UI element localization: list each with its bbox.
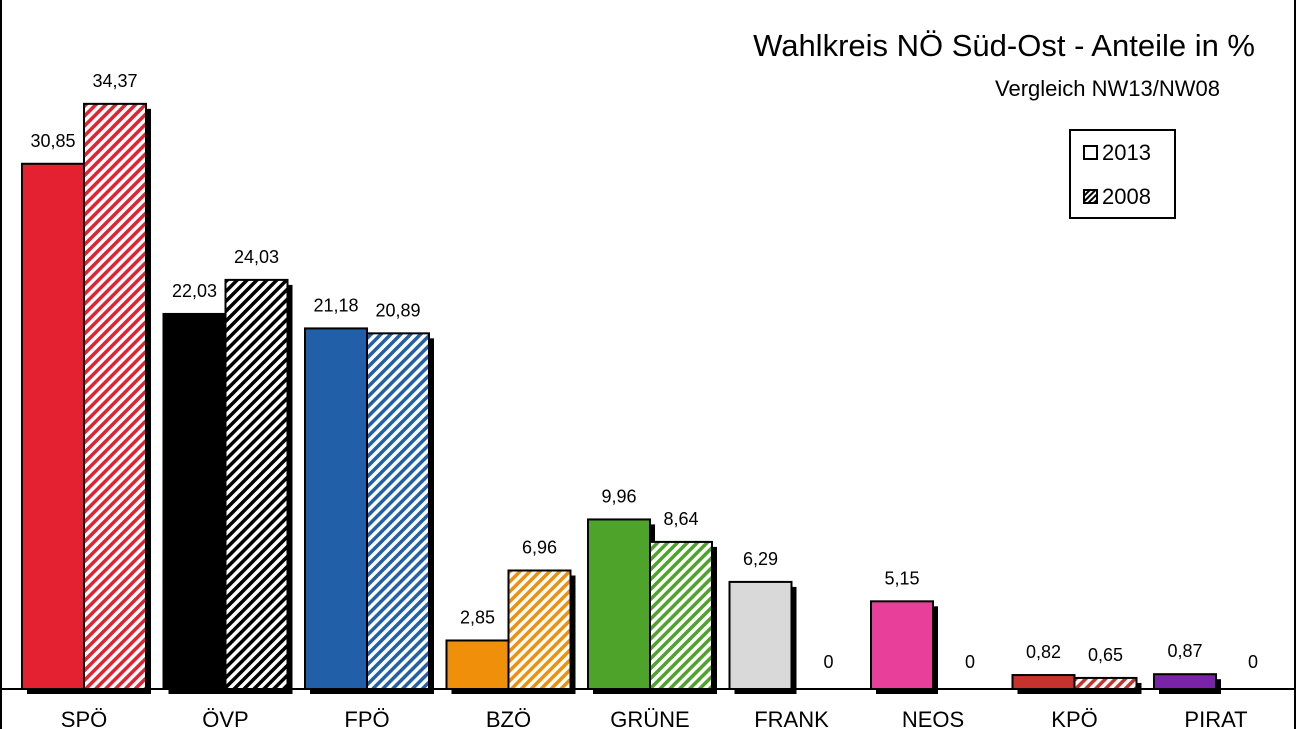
bar-fpoe-2008 [366, 332, 430, 690]
value-label-neos-2008: 0 [965, 652, 975, 672]
bar-gruene-2008 [649, 540, 713, 690]
bars-group: 30,85 34,37 SPÖ 22,03 24,03 ÖVP 21,18 20,89 FPÖ 2… [0, 71, 1296, 729]
legend-label-2008: 2008 [1102, 184, 1151, 209]
value-label-spoe-2008: 34,37 [92, 71, 137, 91]
bar-spoe-2013 [21, 162, 85, 690]
category-label-bzoe: BZÖ [486, 707, 531, 729]
legend-label-2013: 2013 [1102, 140, 1151, 165]
category-label-spoe: SPÖ [61, 707, 107, 729]
value-label-pirat-2013: 0,87 [1167, 641, 1202, 661]
value-label-frank-2008: 0 [823, 652, 833, 672]
value-label-spoe-2013: 30,85 [30, 131, 75, 151]
bar-spoe-2008 [83, 102, 147, 690]
category-label-kpoe: KPÖ [1051, 707, 1097, 729]
value-label-neos-2013: 5,15 [884, 568, 919, 588]
bar-neos-2013 [870, 600, 934, 690]
bar-bzoe-2008 [507, 569, 572, 690]
bar-kpoe-2008 [1073, 676, 1138, 691]
category-label-pirat: PIRAT [1184, 707, 1247, 729]
value-label-pirat-2008: 0 [1248, 652, 1258, 672]
bar-gruene-2013 [587, 518, 651, 691]
value-label-bzoe-2008: 6,96 [522, 538, 557, 558]
bar-frank-2013 [728, 580, 793, 690]
category-label-frank: FRANK [754, 707, 829, 729]
value-label-gruene-2008: 8,64 [663, 509, 698, 529]
value-label-frank-2013: 6,29 [743, 549, 778, 569]
bar-oevp-2013 [162, 312, 227, 690]
category-label-fpoe: FPÖ [344, 707, 389, 729]
value-label-oevp-2008: 24,03 [234, 247, 279, 267]
bar-pirat-2013 [1153, 673, 1217, 690]
value-label-gruene-2013: 9,96 [601, 486, 636, 506]
category-label-neos: NEOS [902, 707, 964, 729]
bar-kpoe-2013 [1011, 674, 1076, 690]
legend-box [1069, 129, 1176, 219]
value-label-oevp-2013: 22,03 [172, 281, 217, 301]
bar-oevp-2008 [224, 278, 289, 690]
value-label-fpoe-2008: 20,89 [375, 300, 420, 320]
value-label-fpoe-2013: 21,18 [313, 295, 358, 315]
chart-title: Wahlkreis NÖ Süd-Ost - Anteile in % [753, 28, 1255, 63]
chart-subtitle: Vergleich NW13/NW08 [995, 76, 1220, 101]
value-label-kpoe-2013: 0,82 [1026, 642, 1061, 662]
category-label-gruene: GRÜNE [610, 707, 689, 729]
bar-fpoe-2013 [304, 327, 368, 690]
value-label-kpoe-2008: 0,65 [1088, 645, 1123, 665]
legend-swatch-2008 [1083, 189, 1098, 204]
legend: 2013 2008 [1069, 129, 1176, 219]
category-label-oevp: ÖVP [202, 707, 248, 729]
value-label-bzoe-2013: 2,85 [460, 607, 495, 627]
legend-swatch-2013 [1083, 145, 1098, 160]
bar-bzoe-2013 [445, 639, 510, 691]
